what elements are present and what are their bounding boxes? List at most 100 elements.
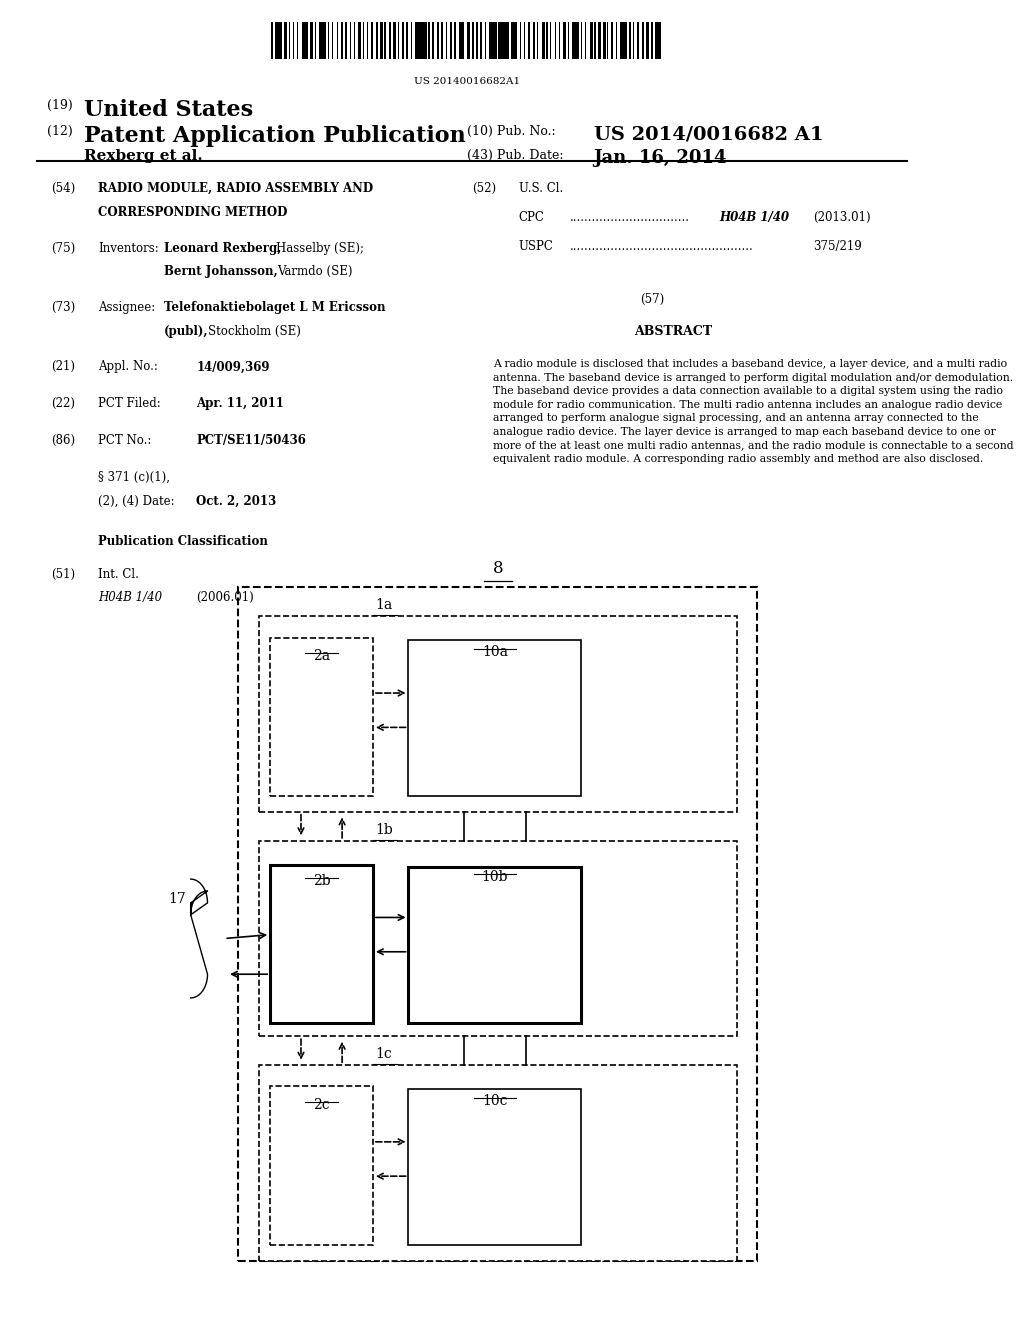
Bar xyxy=(611,22,613,59)
Bar xyxy=(577,22,580,59)
Bar xyxy=(455,22,456,59)
Text: Inventors:: Inventors: xyxy=(98,242,159,255)
Text: 8: 8 xyxy=(493,560,503,577)
Text: U.S. Cl.: U.S. Cl. xyxy=(519,182,563,195)
Text: Appl. No.:: Appl. No.: xyxy=(98,360,158,374)
Text: Patent Application Publication: Patent Application Publication xyxy=(84,125,466,148)
FancyBboxPatch shape xyxy=(270,865,373,1023)
Text: (publ),: (publ), xyxy=(164,325,208,338)
Text: (73): (73) xyxy=(51,301,76,314)
Bar xyxy=(546,22,548,59)
Text: 1b: 1b xyxy=(376,822,393,837)
Bar xyxy=(285,22,287,59)
FancyBboxPatch shape xyxy=(259,616,736,812)
FancyBboxPatch shape xyxy=(259,841,736,1036)
Bar xyxy=(289,22,290,59)
Bar xyxy=(532,22,535,59)
Bar xyxy=(341,22,343,59)
Bar xyxy=(542,22,545,59)
Text: Int. Cl.: Int. Cl. xyxy=(98,568,139,581)
Bar xyxy=(511,22,515,59)
Text: US 20140016682A1: US 20140016682A1 xyxy=(415,77,520,86)
Text: § 371 (c)(1),: § 371 (c)(1), xyxy=(98,471,170,484)
FancyBboxPatch shape xyxy=(259,1065,736,1261)
Bar xyxy=(559,22,560,59)
Text: 375/219: 375/219 xyxy=(813,240,862,253)
Bar xyxy=(445,22,446,59)
Bar xyxy=(567,22,569,59)
Text: (43) Pub. Date:: (43) Pub. Date: xyxy=(467,149,564,162)
Text: H04B 1/40: H04B 1/40 xyxy=(98,591,162,605)
Bar xyxy=(480,22,482,59)
FancyBboxPatch shape xyxy=(409,640,582,796)
Text: (57): (57) xyxy=(640,293,665,306)
FancyBboxPatch shape xyxy=(239,587,757,1261)
Text: (19): (19) xyxy=(47,99,73,112)
Text: Assignee:: Assignee: xyxy=(98,301,156,314)
Bar xyxy=(650,22,653,59)
Bar xyxy=(411,22,412,59)
Text: 2b: 2b xyxy=(312,874,331,888)
Bar xyxy=(362,22,364,59)
Bar xyxy=(633,22,634,59)
Bar xyxy=(407,22,408,59)
Text: A radio module is disclosed that includes a baseband device, a layer device, and: A radio module is disclosed that include… xyxy=(493,359,1013,465)
Bar xyxy=(615,22,616,59)
Bar xyxy=(319,22,326,59)
Bar xyxy=(598,22,601,59)
Bar xyxy=(306,22,308,59)
Text: (2006.01): (2006.01) xyxy=(197,591,254,605)
Bar xyxy=(345,22,347,59)
Bar xyxy=(402,22,404,59)
Bar xyxy=(494,22,497,59)
Bar xyxy=(428,22,430,59)
Bar xyxy=(515,22,516,59)
FancyBboxPatch shape xyxy=(409,867,582,1023)
Bar xyxy=(555,22,556,59)
Bar xyxy=(432,22,434,59)
Bar xyxy=(563,22,566,59)
Text: Leonard Rexberg,: Leonard Rexberg, xyxy=(164,242,281,255)
Text: PCT No.:: PCT No.: xyxy=(98,434,152,447)
Text: Stockholm (SE): Stockholm (SE) xyxy=(208,325,300,338)
Text: 14/009,369: 14/009,369 xyxy=(197,360,269,374)
Bar xyxy=(328,22,329,59)
Text: (52): (52) xyxy=(472,182,497,195)
Text: 10b: 10b xyxy=(481,870,508,884)
Text: Bernt Johansson,: Bernt Johansson, xyxy=(164,265,278,279)
Bar xyxy=(354,22,355,59)
Bar xyxy=(594,22,596,59)
Bar xyxy=(538,22,539,59)
Text: Varmdo (SE): Varmdo (SE) xyxy=(276,265,352,279)
Bar xyxy=(337,22,338,59)
Bar xyxy=(275,22,282,59)
Bar xyxy=(420,22,426,59)
Bar xyxy=(314,22,316,59)
Bar xyxy=(502,22,507,59)
Bar xyxy=(590,22,593,59)
Text: 17: 17 xyxy=(168,892,186,906)
Bar xyxy=(585,22,587,59)
Text: Hasselby (SE);: Hasselby (SE); xyxy=(275,242,364,255)
Bar xyxy=(581,22,582,59)
Bar xyxy=(293,22,294,59)
Text: (10) Pub. No.:: (10) Pub. No.: xyxy=(467,125,556,139)
Bar xyxy=(467,22,470,59)
Bar xyxy=(550,22,552,59)
Bar xyxy=(297,22,298,59)
Bar xyxy=(376,22,378,59)
Text: 2c: 2c xyxy=(313,1098,330,1113)
Text: 10c: 10c xyxy=(482,1094,508,1109)
Bar xyxy=(463,22,464,59)
FancyBboxPatch shape xyxy=(270,638,373,796)
Bar xyxy=(520,22,521,59)
Text: Rexberg et al.: Rexberg et al. xyxy=(84,149,203,164)
Text: USPC: USPC xyxy=(519,240,554,253)
Bar xyxy=(646,22,648,59)
Bar xyxy=(489,22,496,59)
Text: (51): (51) xyxy=(51,568,76,581)
Text: 1a: 1a xyxy=(376,598,393,612)
Text: 10a: 10a xyxy=(482,645,508,660)
Bar xyxy=(621,22,625,59)
Bar xyxy=(602,22,605,59)
